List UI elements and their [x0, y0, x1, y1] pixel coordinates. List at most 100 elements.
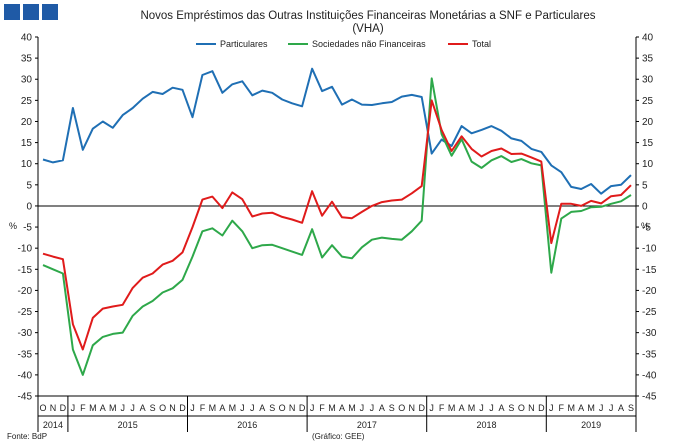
source-note: Fonte: BdP: [7, 432, 48, 441]
x-tick-label: D: [60, 403, 67, 413]
y-tick-label-right: -40: [642, 370, 657, 381]
x-tick-label: A: [498, 403, 504, 413]
logo-block-1: [4, 4, 20, 20]
x-tick-label: A: [459, 403, 465, 413]
series-line-3: [42, 99, 632, 351]
y-tick-label-right: -25: [642, 307, 657, 318]
y-tick-label-right: 10: [642, 159, 654, 170]
y-tick-label-right: -20: [642, 286, 657, 297]
x-tick-label: A: [259, 403, 265, 413]
x-tick-label: O: [518, 403, 525, 413]
chart-subtitle: (VHA): [352, 23, 383, 35]
chart-legend: Particulares Sociedades não Financeiras To…: [196, 39, 491, 49]
y-tick-label-right: 35: [642, 54, 654, 65]
x-tick-label: J: [489, 403, 494, 413]
y-tick-label-left: -20: [18, 286, 33, 297]
x-tick-label: D: [299, 403, 306, 413]
x-tick-label: M: [209, 403, 217, 413]
logo-block-3: [42, 4, 58, 20]
y-tick-label-left: 5: [26, 180, 32, 191]
y-tick-label-right: 5: [642, 180, 648, 191]
bdp-logo-icon: [4, 4, 60, 20]
x-tick-label: J: [240, 403, 245, 413]
chart-credit: (Gráfico: GEE): [312, 432, 365, 441]
y-tick-label-left: -35: [18, 349, 33, 360]
y-tick-label-right: -10: [642, 244, 657, 255]
x-tick-label: J: [599, 403, 604, 413]
y-tick-label-right: -35: [642, 349, 657, 360]
y-tick-label-left: -15: [18, 265, 33, 276]
x-tick-label: F: [439, 403, 445, 413]
legend-label-1: Particulares: [220, 39, 268, 49]
x-tick-label: M: [587, 403, 595, 413]
y-axis-unit-right: %: [641, 221, 649, 231]
x-tick-label: A: [618, 403, 624, 413]
y-tick-label-right: 15: [642, 138, 654, 149]
y-tick-label-right: 25: [642, 96, 654, 107]
x-tick-label: N: [169, 403, 176, 413]
y-tick-label-left: -5: [23, 223, 32, 234]
x-tick-label: N: [289, 403, 296, 413]
x-tick-label: F: [200, 403, 206, 413]
y-tick-label-left: 30: [21, 75, 33, 86]
x-tick-label: J: [360, 403, 365, 413]
series-line-2: [42, 77, 632, 376]
x-tick-label: M: [328, 403, 336, 413]
x-tick-label: O: [159, 403, 166, 413]
y-tick-label-left: 15: [21, 138, 33, 149]
year-label: 2015: [118, 420, 138, 430]
y-tick-label-left: -40: [18, 370, 33, 381]
x-tick-label: S: [150, 403, 156, 413]
x-tick-label: A: [339, 403, 345, 413]
x-tick-label: A: [578, 403, 584, 413]
year-label: 2016: [237, 420, 257, 430]
y-tick-label-right: 30: [642, 75, 654, 86]
x-tick-label: D: [538, 403, 545, 413]
x-tick-label: A: [379, 403, 385, 413]
y-tick-label-right: 20: [642, 117, 654, 128]
x-tick-label: F: [319, 403, 325, 413]
year-label: 2019: [581, 420, 601, 430]
x-tick-label: O: [398, 403, 405, 413]
x-tick-label: J: [250, 403, 255, 413]
series-line-1: [42, 67, 632, 195]
y-tick-label-left: 10: [21, 159, 33, 170]
x-tick-label: S: [269, 403, 275, 413]
chart-axes: 40 40 35 35 30 30 25 25 20 2015 15 10 10 5 5 0 0 -5 -5 -10 -…: [18, 33, 657, 432]
logo-block-2: [23, 4, 39, 20]
x-tick-label: J: [370, 403, 375, 413]
x-tick-label: S: [389, 403, 395, 413]
x-tick-label: F: [559, 403, 565, 413]
legend-label-3: Total: [472, 39, 491, 49]
y-tick-label-left: 0: [26, 201, 32, 212]
x-tick-label: S: [628, 403, 634, 413]
x-tick-label: M: [468, 403, 476, 413]
x-tick-label: M: [89, 403, 97, 413]
x-tick-label: D: [418, 403, 425, 413]
y-tick-label-left: 35: [21, 54, 33, 65]
x-tick-label: J: [310, 403, 315, 413]
y-tick-label-left: 40: [21, 33, 33, 44]
x-tick-label: N: [409, 403, 416, 413]
y-tick-label-left: 25: [21, 96, 33, 107]
y-axis-unit-left: %: [9, 221, 17, 231]
x-tick-label: A: [100, 403, 106, 413]
y-tick-label-left: -25: [18, 307, 33, 318]
y-tick-label-right: 40: [642, 33, 654, 44]
y-tick-label-right: 0: [642, 201, 648, 212]
y-tick-label-right: -5: [642, 223, 651, 234]
x-tick-label: J: [190, 403, 195, 413]
x-tick-label: O: [279, 403, 286, 413]
x-tick-label: M: [567, 403, 575, 413]
y-tick-label-left: -30: [18, 328, 33, 339]
x-tick-label: J: [120, 403, 125, 413]
x-tick-label: J: [130, 403, 135, 413]
x-tick-label: J: [479, 403, 484, 413]
year-label: 2018: [476, 420, 496, 430]
x-tick-label: M: [229, 403, 237, 413]
y-tick-label-right: -45: [642, 392, 657, 403]
x-tick-label: N: [528, 403, 535, 413]
x-tick-label: A: [140, 403, 146, 413]
year-label: 2017: [357, 420, 377, 430]
